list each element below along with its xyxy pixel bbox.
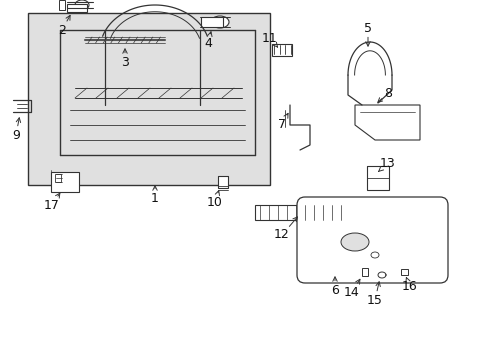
Text: 6: 6 — [330, 277, 338, 297]
Text: 2: 2 — [58, 15, 70, 36]
Text: 9: 9 — [12, 118, 20, 141]
Ellipse shape — [75, 0, 89, 10]
Bar — [201, 17, 223, 27]
Text: 17: 17 — [44, 193, 60, 212]
Text: 8: 8 — [377, 86, 391, 102]
Text: 5: 5 — [363, 22, 371, 46]
Bar — [361, 268, 367, 276]
Bar — [67, 4, 87, 12]
Text: 11: 11 — [262, 31, 277, 47]
Bar — [401, 269, 407, 275]
Text: 10: 10 — [206, 191, 223, 208]
Bar — [366, 166, 388, 190]
Ellipse shape — [370, 252, 378, 258]
Bar — [55, 174, 61, 182]
Ellipse shape — [210, 16, 228, 28]
Text: 1: 1 — [151, 186, 159, 204]
Text: 15: 15 — [366, 282, 382, 306]
Text: 4: 4 — [203, 32, 212, 50]
Polygon shape — [254, 205, 354, 220]
Bar — [59, 0, 65, 10]
Text: 14: 14 — [344, 279, 359, 298]
Ellipse shape — [340, 233, 368, 251]
Bar — [271, 44, 291, 56]
Polygon shape — [354, 105, 419, 140]
Bar — [51, 172, 79, 192]
Text: 13: 13 — [378, 157, 395, 171]
Text: 3: 3 — [121, 49, 129, 68]
FancyBboxPatch shape — [296, 197, 447, 283]
Bar — [218, 176, 227, 188]
Text: 12: 12 — [274, 217, 297, 242]
Text: 7: 7 — [278, 113, 287, 131]
Bar — [28, 13, 269, 185]
Text: 16: 16 — [401, 278, 417, 293]
